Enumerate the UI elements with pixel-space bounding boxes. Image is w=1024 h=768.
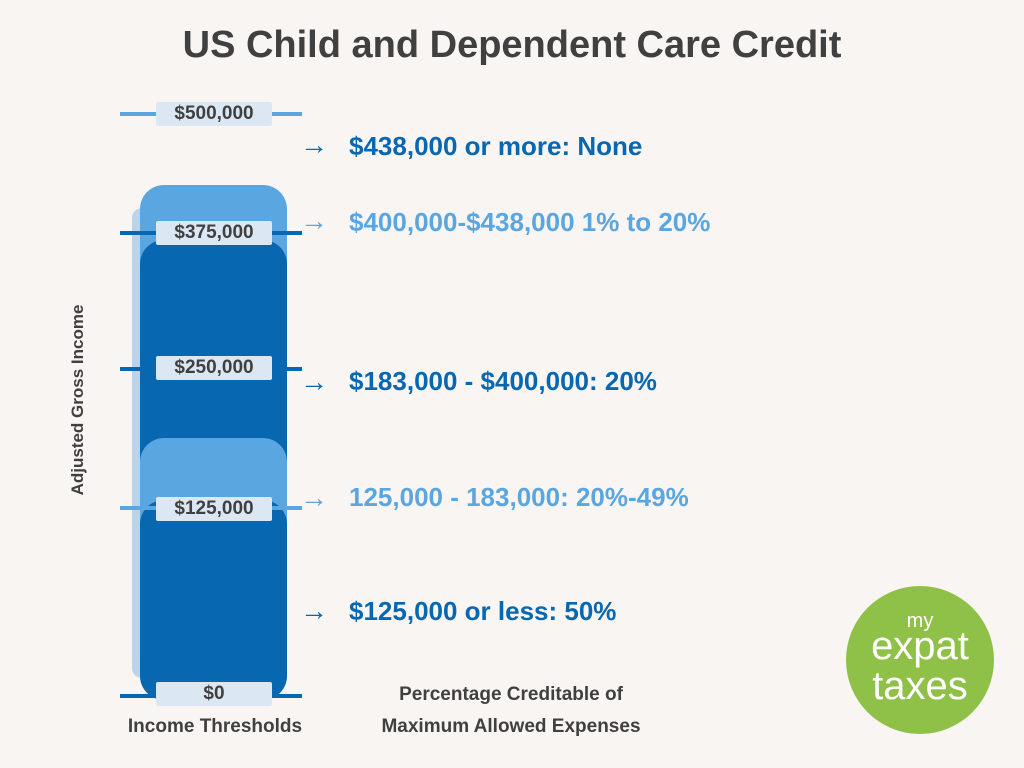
my-expat-taxes-logo: my expat taxes	[846, 586, 994, 734]
threshold-label: $0	[156, 682, 272, 706]
range-text: $400,000-$438,000 1% to 20%	[349, 207, 711, 237]
threshold-label: $250,000	[156, 356, 272, 380]
threshold-label: $500,000	[156, 102, 272, 126]
arrow-right-icon: →	[300, 482, 328, 513]
logo-text-expat: expat	[871, 624, 969, 668]
y-axis-label: Adjusted Gross Income	[68, 304, 87, 496]
range-text: $183,000 - $400,000: 20%	[349, 366, 657, 396]
percentage-caption-line1: Percentage Creditable of	[399, 684, 623, 705]
income-thresholds-caption: Income Thresholds	[127, 716, 303, 737]
logo-text-my: my	[906, 610, 934, 632]
arrow-right-icon: →	[300, 366, 328, 397]
range-text: 125,000 - 183,000: 20%-49%	[349, 482, 689, 512]
arrow-right-icon: →	[300, 205, 328, 236]
page-title: US Child and Dependent Care Credit	[182, 24, 842, 66]
threshold-label: $375,000	[156, 221, 272, 245]
percentage-caption-line2: Maximum Allowed Expenses	[381, 716, 641, 737]
threshold-label: $125,000	[156, 497, 272, 521]
logo-text-taxes: taxes	[872, 664, 968, 708]
bar-segment-50	[140, 500, 287, 700]
range-text: $125,000 or less: 50%	[349, 596, 617, 626]
arrow-right-icon: →	[300, 129, 328, 160]
arrow-right-icon: →	[300, 595, 328, 626]
range-text: $438,000 or more: None	[349, 131, 643, 161]
